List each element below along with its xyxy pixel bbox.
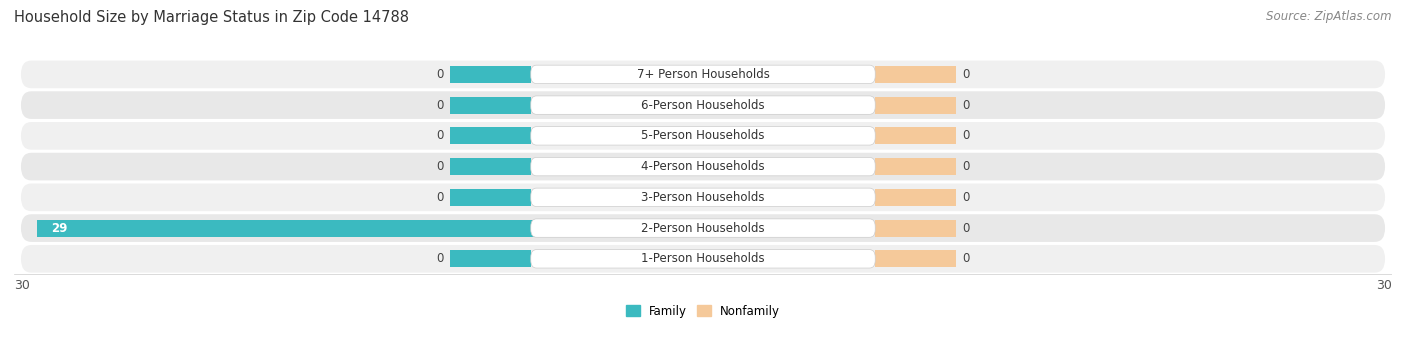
Text: 0: 0 <box>963 129 970 142</box>
FancyBboxPatch shape <box>21 184 1385 211</box>
Text: 6-Person Households: 6-Person Households <box>641 99 765 112</box>
Text: 0: 0 <box>963 252 970 265</box>
FancyBboxPatch shape <box>531 250 875 268</box>
Bar <box>450 97 531 114</box>
Bar <box>875 189 956 206</box>
Text: Household Size by Marriage Status in Zip Code 14788: Household Size by Marriage Status in Zip… <box>14 10 409 25</box>
Text: 1-Person Households: 1-Person Households <box>641 252 765 265</box>
Text: 0: 0 <box>963 68 970 81</box>
Bar <box>875 128 956 144</box>
FancyBboxPatch shape <box>21 153 1385 181</box>
FancyBboxPatch shape <box>531 126 875 145</box>
FancyBboxPatch shape <box>21 245 1385 273</box>
Text: 2-Person Households: 2-Person Households <box>641 222 765 235</box>
Text: 0: 0 <box>436 191 443 204</box>
Bar <box>450 158 531 175</box>
FancyBboxPatch shape <box>531 65 875 84</box>
Bar <box>450 250 531 267</box>
Text: 0: 0 <box>963 222 970 235</box>
Text: Source: ZipAtlas.com: Source: ZipAtlas.com <box>1267 10 1392 23</box>
Text: 0: 0 <box>436 160 443 173</box>
FancyBboxPatch shape <box>21 91 1385 119</box>
Bar <box>450 128 531 144</box>
FancyBboxPatch shape <box>21 61 1385 88</box>
Legend: Family, Nonfamily: Family, Nonfamily <box>621 300 785 322</box>
Text: 0: 0 <box>963 160 970 173</box>
Bar <box>875 158 956 175</box>
Text: 0: 0 <box>963 191 970 204</box>
Bar <box>875 66 956 83</box>
Text: 29: 29 <box>51 222 67 235</box>
Text: 7+ Person Households: 7+ Person Households <box>637 68 769 81</box>
Bar <box>875 220 956 237</box>
Text: 3-Person Households: 3-Person Households <box>641 191 765 204</box>
Bar <box>875 250 956 267</box>
FancyBboxPatch shape <box>21 214 1385 242</box>
Bar <box>450 66 531 83</box>
Text: 0: 0 <box>436 99 443 112</box>
Text: 0: 0 <box>436 68 443 81</box>
Bar <box>37 220 703 237</box>
Text: 0: 0 <box>436 252 443 265</box>
Text: 5-Person Households: 5-Person Households <box>641 129 765 142</box>
FancyBboxPatch shape <box>531 188 875 207</box>
Text: 30: 30 <box>14 279 30 292</box>
Text: 0: 0 <box>436 129 443 142</box>
Text: 0: 0 <box>963 99 970 112</box>
FancyBboxPatch shape <box>531 96 875 114</box>
FancyBboxPatch shape <box>531 157 875 176</box>
Text: 30: 30 <box>1376 279 1392 292</box>
Text: 4-Person Households: 4-Person Households <box>641 160 765 173</box>
Bar <box>450 189 531 206</box>
FancyBboxPatch shape <box>531 219 875 237</box>
FancyBboxPatch shape <box>21 122 1385 150</box>
Bar <box>875 97 956 114</box>
